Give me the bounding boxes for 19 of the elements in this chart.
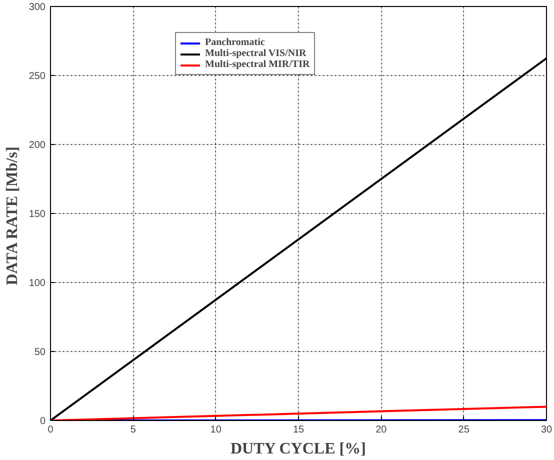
y-tick-label: 250	[28, 71, 46, 82]
x-tick-label: 30	[540, 424, 552, 436]
y-tick-label: 200	[28, 140, 46, 151]
y-tick-label: 50	[34, 347, 46, 358]
legend-label: Multi-spectral VIS/NIR	[205, 48, 306, 59]
x-tick-label: 10	[210, 424, 222, 436]
legend-label: Multi-spectral MIR/TIR	[205, 59, 310, 70]
x-axis-title: DUTY CYCLE [%]	[230, 440, 366, 458]
y-axis-title: DATA RATE [Mb/s]	[4, 146, 21, 286]
x-tick-label: 15	[292, 424, 304, 436]
x-tick-label: 0	[48, 424, 54, 436]
x-tick-label: 20	[376, 424, 388, 436]
legend-label: Panchromatic	[205, 37, 265, 48]
y-tick-label: 150	[28, 209, 46, 220]
y-tick-label: 100	[28, 278, 46, 289]
x-tick-label: 5	[130, 424, 136, 436]
y-tick-label: 300	[28, 2, 46, 13]
y-tick-label: 0	[40, 416, 46, 427]
x-tick-label: 25	[458, 424, 470, 436]
